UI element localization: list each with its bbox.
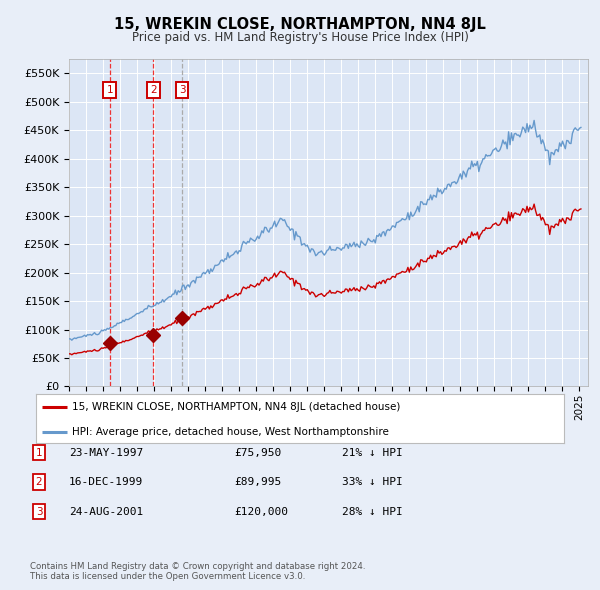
Text: 23-MAY-1997: 23-MAY-1997	[69, 448, 143, 457]
Text: 16-DEC-1999: 16-DEC-1999	[69, 477, 143, 487]
Text: 1: 1	[106, 85, 113, 95]
Text: HPI: Average price, detached house, West Northamptonshire: HPI: Average price, detached house, West…	[72, 427, 389, 437]
Text: 3: 3	[179, 85, 185, 95]
Text: Price paid vs. HM Land Registry's House Price Index (HPI): Price paid vs. HM Land Registry's House …	[131, 31, 469, 44]
Text: £75,950: £75,950	[234, 448, 281, 457]
Text: 28% ↓ HPI: 28% ↓ HPI	[342, 507, 403, 516]
Text: 2: 2	[150, 85, 157, 95]
Text: 3: 3	[35, 507, 43, 516]
Text: 1: 1	[35, 448, 43, 457]
Text: 15, WREKIN CLOSE, NORTHAMPTON, NN4 8JL: 15, WREKIN CLOSE, NORTHAMPTON, NN4 8JL	[114, 17, 486, 31]
Text: 2: 2	[35, 477, 43, 487]
Text: 15, WREKIN CLOSE, NORTHAMPTON, NN4 8JL (detached house): 15, WREKIN CLOSE, NORTHAMPTON, NN4 8JL (…	[72, 402, 400, 412]
Text: 33% ↓ HPI: 33% ↓ HPI	[342, 477, 403, 487]
Text: 24-AUG-2001: 24-AUG-2001	[69, 507, 143, 516]
Text: £89,995: £89,995	[234, 477, 281, 487]
Text: This data is licensed under the Open Government Licence v3.0.: This data is licensed under the Open Gov…	[30, 572, 305, 581]
Text: Contains HM Land Registry data © Crown copyright and database right 2024.: Contains HM Land Registry data © Crown c…	[30, 562, 365, 571]
Text: £120,000: £120,000	[234, 507, 288, 516]
Text: 21% ↓ HPI: 21% ↓ HPI	[342, 448, 403, 457]
